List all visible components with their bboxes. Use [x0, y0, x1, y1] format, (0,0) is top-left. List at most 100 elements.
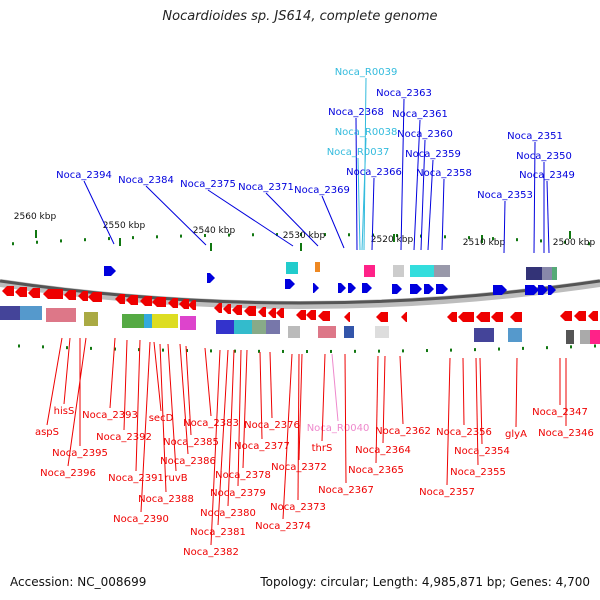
lower-leader-line	[140, 341, 151, 513]
scale-major-tick	[210, 243, 212, 251]
forward-gene-arrow	[538, 285, 548, 295]
lower-leader-line	[217, 349, 229, 526]
gene-function-box	[410, 265, 434, 277]
upper-leader-line	[355, 117, 358, 251]
upper-leader-line	[321, 195, 345, 249]
lower-leader-line	[331, 353, 339, 422]
scale-tick	[444, 235, 446, 239]
reverse-gene-arrow	[268, 308, 276, 318]
reverse-gene-arrow	[2, 286, 14, 296]
lower-gene-label: Noca_2364	[355, 445, 411, 456]
lower-leader-line	[515, 357, 518, 428]
reverse-gene-arrow	[43, 289, 63, 299]
lower-gene-label: thrS	[312, 443, 333, 454]
scale-tick	[330, 349, 332, 353]
upper-leader-line	[400, 98, 405, 251]
upper-gene-label: Noca_2351	[507, 131, 563, 142]
gene-function-box	[552, 267, 557, 280]
scale-major-tick	[393, 234, 395, 242]
reverse-gene-arrow	[491, 312, 503, 322]
scale-major-tick	[35, 230, 37, 238]
scale-tick	[186, 349, 188, 353]
forward-gene-arrow	[548, 285, 556, 295]
scale-tick	[492, 237, 494, 241]
upper-gene-label: Noca_2375	[180, 179, 236, 190]
upper-gene-label: Noca_2360	[397, 129, 453, 140]
reverse-gene-arrow	[306, 310, 316, 320]
upper-leader-line	[265, 192, 319, 247]
reverse-gene-arrow	[28, 288, 40, 298]
reverse-gene-arrow	[318, 311, 330, 321]
gene-function-box	[344, 326, 354, 338]
upper-gene-label: Noca_2368	[328, 107, 384, 118]
lower-gene-label: Noca_2385	[163, 437, 219, 448]
lower-gene-label: Noca_2346	[538, 428, 594, 439]
gene-function-box	[364, 265, 375, 277]
scale-tick	[60, 239, 62, 243]
gene-function-box	[566, 330, 574, 344]
lower-leader-line	[382, 355, 386, 444]
forward-gene-arrow	[525, 285, 539, 295]
scale-major-tick	[481, 235, 483, 243]
scale-major-tick	[119, 238, 121, 246]
lower-leader-line	[475, 357, 479, 466]
upper-gene-label: Noca_2384	[118, 175, 174, 186]
upper-gene-label: Noca_R0037	[327, 147, 390, 158]
lower-leader-line	[259, 351, 263, 440]
reverse-gene-arrow	[244, 306, 256, 316]
topology-text: Topology: circular; Length: 4,985,871 bp…	[260, 575, 590, 589]
scale-tick	[324, 233, 326, 237]
scale-label: 2500 kbp	[553, 238, 596, 248]
scale-tick	[114, 347, 116, 351]
reverse-gene-arrow	[223, 304, 231, 314]
upper-leader-line	[503, 200, 506, 254]
gene-function-box	[542, 267, 552, 280]
scale-tick	[204, 234, 206, 238]
scale-major-tick	[300, 243, 302, 251]
lower-gene-label: Noca_2392	[96, 432, 152, 443]
lower-gene-label: Noca_2376	[244, 420, 300, 431]
gene-function-box	[434, 265, 450, 277]
scale-tick	[348, 233, 350, 237]
upper-leader-line	[413, 119, 421, 251]
upper-gene-label: Noca_2363	[376, 88, 432, 99]
lower-gene-label: Noca_2396	[40, 468, 96, 479]
reverse-gene-arrow	[344, 312, 350, 322]
lower-leader-line	[46, 337, 63, 426]
gene-function-box	[84, 312, 98, 326]
lower-leader-line	[123, 339, 128, 431]
scale-label: 2540 kbp	[193, 226, 236, 236]
reverse-gene-arrow	[126, 295, 138, 305]
lower-gene-label: Noca_2357	[419, 487, 475, 498]
lower-gene-label: Noca_2365	[348, 465, 404, 476]
scale-tick	[42, 345, 44, 349]
lower-gene-label: secD	[149, 413, 174, 424]
gene-function-box	[180, 316, 196, 330]
reverse-gene-arrow	[140, 296, 152, 306]
forward-gene-arrow	[424, 284, 434, 294]
lower-gene-label: Noca_2374	[255, 521, 311, 532]
lower-leader-line	[63, 337, 71, 405]
reverse-gene-arrow	[588, 311, 598, 321]
lower-gene-label: aspS	[35, 427, 59, 438]
scale-tick	[426, 349, 428, 353]
lower-leader-line	[167, 343, 177, 472]
scale-tick	[564, 240, 566, 244]
scale-label: 2530 kbp	[283, 231, 326, 241]
forward-gene-arrow	[436, 284, 448, 294]
upper-leader-line	[361, 137, 367, 251]
gene-function-box	[580, 330, 590, 344]
upper-gene-label: Noca_2371	[238, 182, 294, 193]
reverse-gene-arrow	[401, 312, 407, 322]
reverse-gene-arrow	[258, 307, 266, 317]
lower-gene-label: hisS	[54, 406, 75, 417]
lower-gene-label: Noca_2381	[190, 527, 246, 538]
scale-tick	[276, 233, 278, 237]
gene-function-box	[508, 328, 522, 342]
gene-function-box	[234, 320, 252, 334]
lower-leader-line	[227, 349, 235, 507]
lower-gene-label: Noca_2373	[270, 502, 326, 513]
upper-gene-label: Noca_R0038	[335, 127, 398, 138]
upper-leader-line	[546, 180, 550, 254]
upper-leader-line	[83, 180, 115, 245]
